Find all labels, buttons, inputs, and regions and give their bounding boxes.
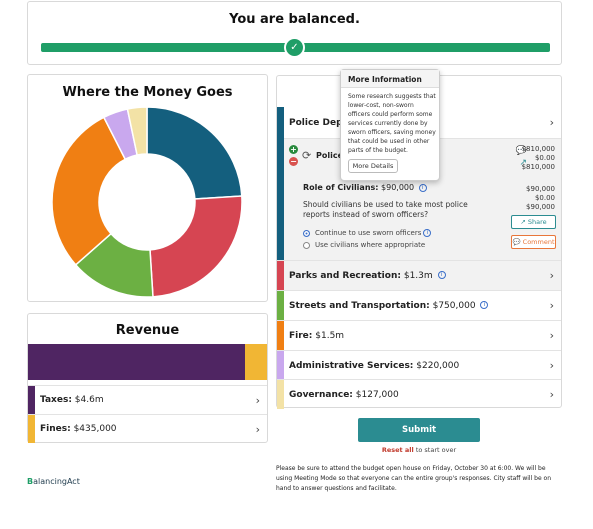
radio-selected[interactable] bbox=[303, 229, 310, 237]
chevron-right-icon: › bbox=[549, 359, 554, 372]
police-values: $810,000 $0.00 $810,000 bbox=[521, 145, 555, 171]
money-chart-title: Where the Money Goes bbox=[62, 85, 233, 100]
info-icon[interactable]: i bbox=[418, 183, 427, 192]
revenue-bar-segment-taxes[interactable] bbox=[28, 344, 246, 380]
revenue-row-taxes[interactable]: Taxes: $4.6m › bbox=[28, 385, 267, 414]
reset-icon[interactable]: ⟳ bbox=[302, 149, 312, 162]
comment-button[interactable]: 💬 Comment bbox=[511, 235, 556, 249]
decrease-icon[interactable]: − bbox=[289, 157, 298, 166]
category-label: Streets and Transportation: $750,000 i bbox=[289, 301, 489, 311]
police-stripe bbox=[277, 107, 284, 291]
comment-icon: 💬 bbox=[512, 238, 521, 246]
info-icon[interactable]: i bbox=[423, 229, 432, 237]
revenue-label: Fines: $435,000 bbox=[40, 424, 117, 434]
info-icon[interactable]: i bbox=[480, 301, 489, 309]
balance-check-icon: ✓ bbox=[284, 37, 305, 58]
balance-status-card: You are balanced. ✓ bbox=[27, 1, 562, 65]
radio-option-sworn[interactable]: Continue to use sworn officers i bbox=[303, 229, 432, 237]
category-stripe bbox=[277, 261, 284, 290]
money-donut-chart bbox=[51, 106, 243, 298]
category-row-streets[interactable]: Streets and Transportation: $750,000 i › bbox=[277, 290, 561, 320]
revenue-title: Revenue bbox=[115, 323, 180, 338]
revenue-bar bbox=[28, 344, 267, 380]
chevron-right-icon: › bbox=[549, 388, 554, 401]
category-row-governance[interactable]: Governance: $127,000 › bbox=[277, 379, 561, 409]
footer-note: Please be sure to attend the budget open… bbox=[276, 465, 552, 492]
revenue-stripe bbox=[28, 386, 35, 414]
category-label: Fire: $1.5m bbox=[289, 330, 345, 341]
donut-segment-parks-and-recreation[interactable] bbox=[149, 195, 243, 298]
reset-all-link[interactable]: Reset all bbox=[381, 446, 414, 454]
money-chart-card: Where the Money Goes bbox=[27, 74, 268, 302]
category-stripe bbox=[277, 291, 284, 320]
civilians-title: Role of Civilians: $90,000 i bbox=[303, 183, 427, 192]
balancing-act-logo: BalancingAct bbox=[27, 477, 80, 486]
balance-status-title: You are balanced. bbox=[229, 12, 360, 27]
tooltip-title: More Information bbox=[341, 70, 439, 88]
category-row-admin[interactable]: Administrative Services: $220,000 › bbox=[277, 350, 561, 380]
share-icon[interactable]: ↗ bbox=[519, 158, 527, 168]
revenue-stripe bbox=[28, 415, 35, 443]
more-information-tooltip: More Information Some research suggests … bbox=[340, 69, 440, 181]
share-button[interactable]: ↗ Share bbox=[511, 215, 556, 229]
chevron-right-icon: › bbox=[549, 299, 554, 312]
reset-line: Reset all to start over bbox=[381, 446, 457, 454]
radio-option-civilians[interactable]: Use civilians where appropriate bbox=[303, 241, 425, 249]
info-icon[interactable]: i bbox=[437, 271, 446, 279]
category-label: Administrative Services: $220,000 bbox=[289, 360, 460, 371]
chevron-right-icon: › bbox=[549, 269, 554, 282]
revenue-row-fines[interactable]: Fines: $435,000 › bbox=[28, 414, 267, 443]
category-label: Parks and Recreation: $1.3m i bbox=[289, 271, 446, 281]
chevron-right-icon: › bbox=[255, 393, 260, 407]
chevron-right-icon: › bbox=[255, 422, 260, 436]
category-row-parks[interactable]: Parks and Recreation: $1.3m i › bbox=[277, 260, 561, 290]
comment-icon[interactable]: 💬 bbox=[515, 146, 527, 156]
revenue-label: Taxes: $4.6m bbox=[40, 395, 104, 405]
more-details-button[interactable]: More Details bbox=[348, 159, 398, 173]
tooltip-arrow bbox=[380, 180, 390, 186]
category-row-fire[interactable]: Fire: $1.5m › bbox=[277, 320, 561, 350]
revenue-card: Revenue Taxes: $4.6m › Fines: $435,000 › bbox=[27, 313, 268, 443]
submit-button[interactable]: Submit bbox=[358, 418, 480, 442]
donut-segment-governance[interactable] bbox=[126, 106, 148, 156]
increase-icon[interactable]: + bbox=[289, 145, 298, 154]
chevron-right-icon[interactable]: › bbox=[549, 116, 554, 129]
police-subitem-label: Police bbox=[316, 151, 344, 160]
civilians-values: $90,000 $0.00 $90,000 bbox=[526, 185, 555, 211]
radio-unselected[interactable] bbox=[303, 241, 310, 249]
category-stripe bbox=[277, 380, 284, 409]
revenue-bar-segment-fines[interactable] bbox=[245, 344, 267, 380]
category-stripe bbox=[277, 351, 284, 380]
category-label: Governance: $127,000 bbox=[289, 389, 399, 400]
police-category-header[interactable]: Police Depar bbox=[289, 118, 354, 128]
tooltip-body: Some research suggests that lower-cost, … bbox=[348, 93, 436, 154]
chevron-right-icon: › bbox=[549, 329, 554, 342]
share-icon: ↗ bbox=[520, 218, 526, 226]
category-stripe bbox=[277, 321, 284, 350]
donut-segment-fire[interactable] bbox=[51, 116, 127, 266]
civilians-question: Should civilians be used to take most po… bbox=[303, 200, 468, 219]
donut-segment-police[interactable] bbox=[146, 106, 243, 200]
